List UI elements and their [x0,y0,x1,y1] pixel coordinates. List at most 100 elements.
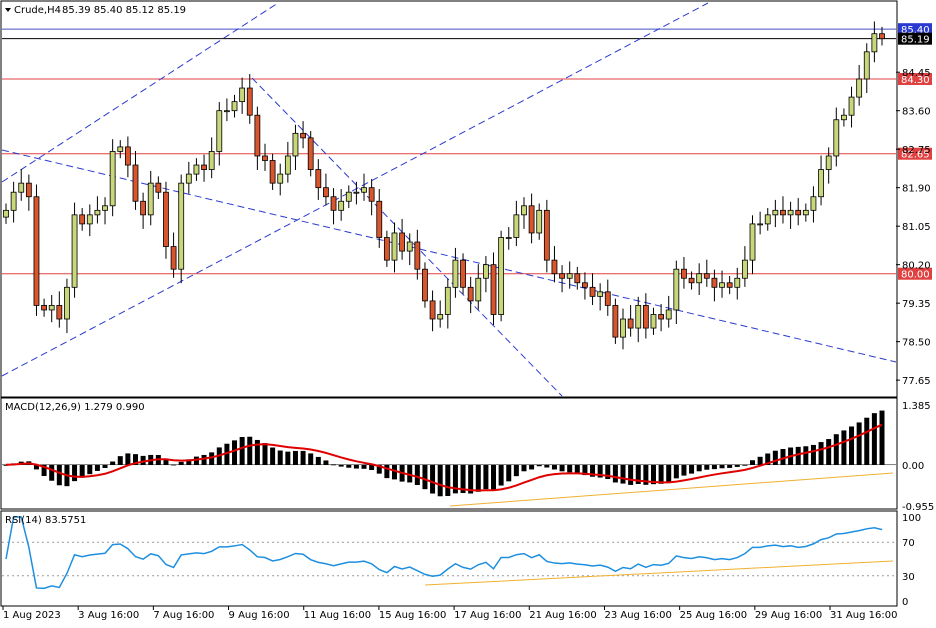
macd-bar [513,464,519,477]
candle [185,161,192,194]
candle [399,218,406,260]
macd-bar [391,464,397,480]
macd-tick-label: 1.385 [902,401,931,412]
macd-bar [3,464,9,466]
level-tag-2: 80.00 [901,270,930,281]
candle [681,256,687,289]
macd-bar [117,456,123,465]
macd-bar [224,443,230,465]
candle [361,173,367,201]
macd-bar [871,413,877,465]
candle [772,199,779,228]
candle [612,298,619,344]
macd-bar [33,464,39,470]
candle [94,196,101,224]
candle [170,232,177,278]
macd-bar [49,464,55,481]
price-axis-ticks: 84.45 83.60 82.75 81.90 81.05 80.20 79.35 78.50… [896,68,931,387]
candle [193,158,200,181]
level-tag-0-bg [898,72,932,85]
trend-channels [1,2,897,397]
macd-bar [658,464,664,484]
candle [719,270,725,298]
macd-bar [323,460,329,465]
macd-bar [696,464,702,472]
candle [871,21,878,63]
macd-bar [849,426,855,465]
candle [780,196,786,224]
bid-tag: 85.19 [901,35,930,46]
macd-signal-line [5,423,883,492]
price-tick-label: 77.65 [902,376,931,387]
candle [109,139,116,217]
rsi-indicator: 100 70 30 0 [2,513,921,608]
candle [696,263,703,296]
macd-trend-line [449,472,894,507]
candle [71,202,78,298]
time-tick-label: 29 Aug 16:00 [755,610,822,621]
rsi-label: RSI(14) 83.5751 [5,515,86,526]
candle [536,203,543,240]
macd-bar [742,464,748,466]
symbol-label: Crude,H4 [14,5,61,16]
macd-bar [612,464,618,483]
macd-bar [163,459,169,465]
macd-bar [650,464,656,485]
rsi-trend-line [424,560,894,586]
macd-bar [468,464,474,494]
macd-bar [506,464,512,482]
macd-bar [620,464,626,484]
channel-line-3 [251,77,563,397]
candle [688,271,695,290]
candle [482,256,489,293]
macd-bar [376,464,382,474]
rsi-pane[interactable] [0,510,898,607]
candle [460,253,466,295]
bid-tag-bg [898,32,932,45]
candle [863,43,870,94]
macd-bar [734,464,740,467]
candle [452,247,459,298]
macd-bar [833,434,839,465]
candle [201,154,207,182]
macd-bar [719,464,725,469]
macd-bar [338,464,344,467]
candle [620,308,626,350]
candle [490,252,497,325]
macd-bar [597,464,603,478]
macd-bar [102,464,108,469]
macd-bar [125,453,131,465]
macd-bar [521,464,527,472]
candle [117,140,124,159]
macd-bar [285,451,291,465]
candle [833,107,840,167]
candle [795,198,802,226]
macd-tick-label: 0.00 [902,461,924,472]
candle [810,186,817,223]
macd-indicator: 1.385 0.00 -0.955 [2,401,934,513]
macd-bar [757,456,763,465]
time-tick-label: 9 Aug 16:00 [229,610,290,621]
candle [315,159,322,200]
candle [582,272,588,300]
macd-bar [826,439,832,465]
candle [734,267,741,300]
candle [262,143,268,171]
macd-bar [643,464,649,485]
macd-bar [254,439,260,465]
candle [543,199,550,273]
macd-bar [72,464,78,482]
macd-bar [110,461,116,465]
price-tick-label: 81.05 [902,222,931,233]
candle [650,307,657,335]
price-tick-label: 79.35 [902,299,931,310]
candle [147,170,154,226]
candle [498,230,505,322]
candle [467,276,474,314]
rsi-tick-label: 0 [902,597,908,608]
time-tick-label: 15 Aug 16:00 [379,610,446,621]
macd-bar [795,446,801,465]
candle [216,102,223,166]
